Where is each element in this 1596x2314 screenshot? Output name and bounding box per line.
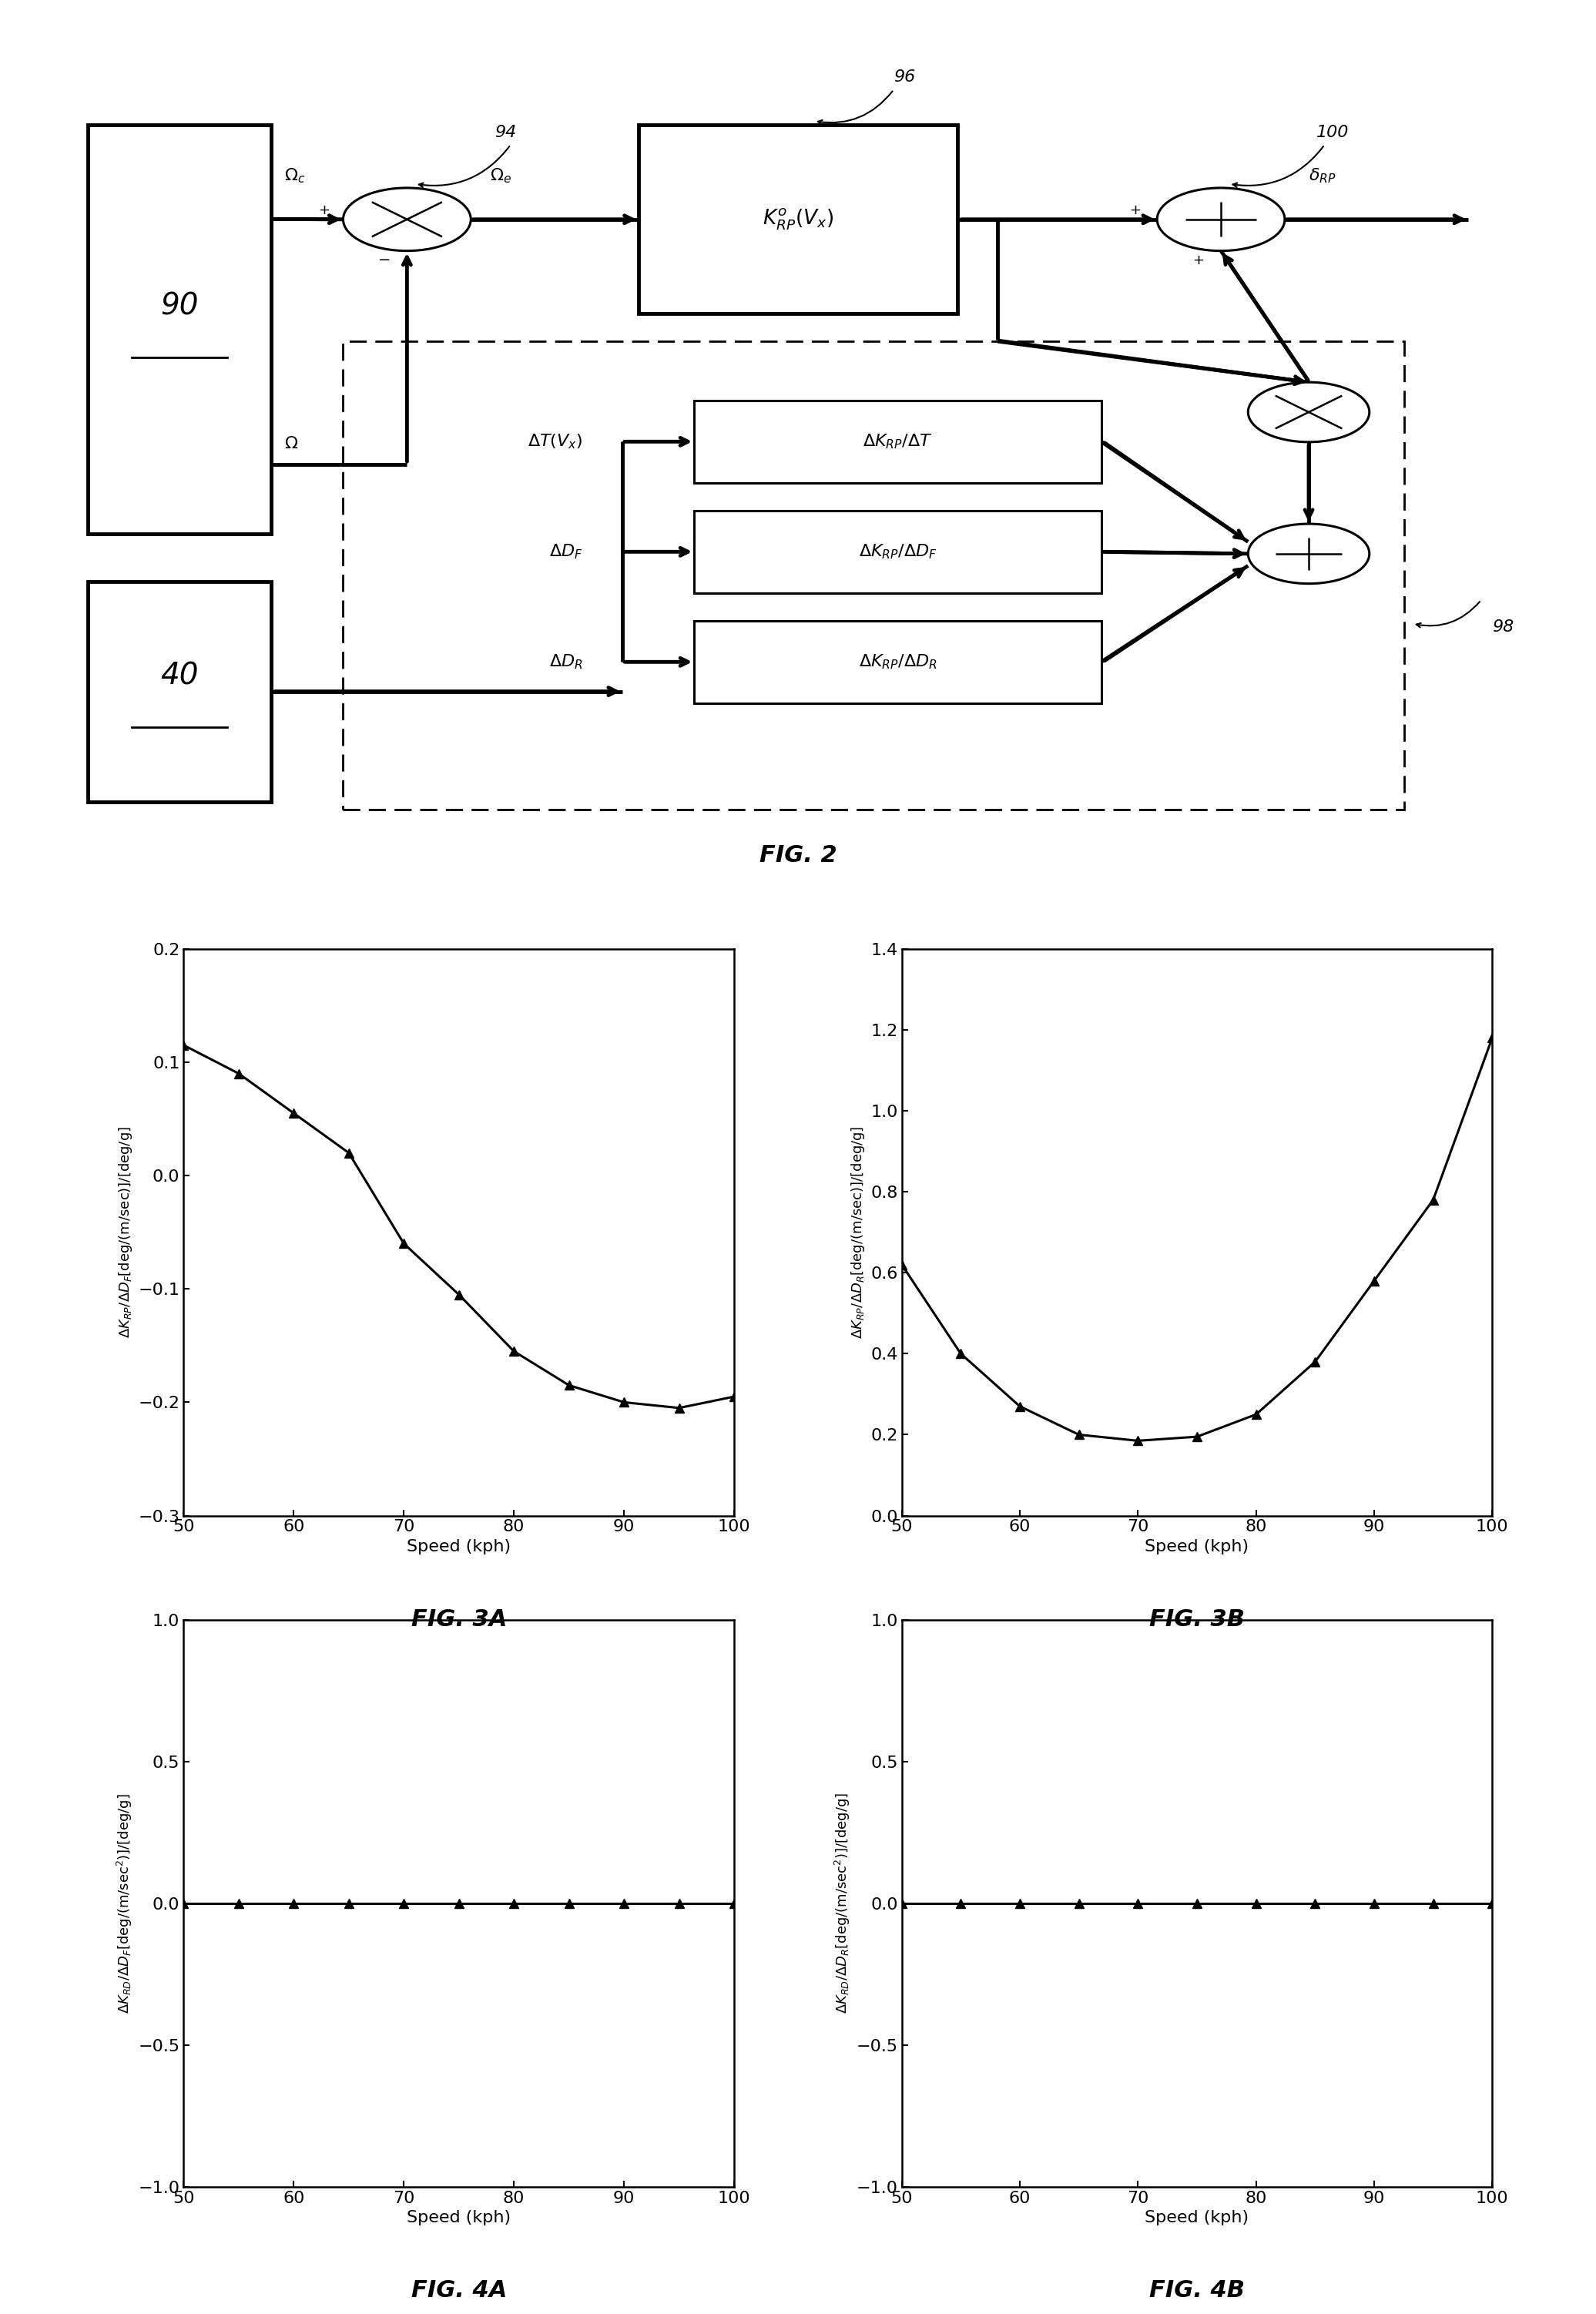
Y-axis label: $\Delta K_{RD}/\Delta D_F$[deg/(m/sec$^2$)]/[deg/g]: $\Delta K_{RD}/\Delta D_F$[deg/(m/sec$^2… [115,1793,134,2013]
X-axis label: Speed (kph): Speed (kph) [407,1539,511,1555]
Text: $K^o_{RP}(V_x)$: $K^o_{RP}(V_x)$ [763,206,833,231]
Text: 98: 98 [1492,620,1515,634]
Text: $\Omega_c$: $\Omega_c$ [284,167,305,185]
Y-axis label: $\Delta K_{RP}/\Delta D_F$[deg/(m/sec)]/[deg/g]: $\Delta K_{RP}/\Delta D_F$[deg/(m/sec)]/… [117,1127,134,1337]
Y-axis label: $\Delta K_{RD}/\Delta D_R$[deg/(m/sec$^2$)]/[deg/g]: $\Delta K_{RD}/\Delta D_R$[deg/(m/sec$^2… [833,1793,852,2013]
Text: FIG. 4B: FIG. 4B [1149,2279,1245,2302]
Circle shape [1157,187,1285,250]
Text: FIG. 3B: FIG. 3B [1149,1608,1245,1631]
X-axis label: Speed (kph): Speed (kph) [1144,2210,1250,2226]
Text: $\Delta T(V_x)$: $\Delta T(V_x)$ [528,433,583,451]
Bar [694,620,1101,703]
Text: $\Omega$: $\Omega$ [284,437,298,451]
X-axis label: Speed (kph): Speed (kph) [1144,1539,1250,1555]
Bar [88,125,271,535]
Text: $\Delta K_{RP}/\Delta T$: $\Delta K_{RP}/\Delta T$ [863,433,932,451]
Text: +: + [1128,204,1141,218]
Text: FIG. 3A: FIG. 3A [410,1608,508,1631]
Text: $\Delta D_F$: $\Delta D_F$ [549,544,583,560]
Text: $\delta_{RP}$: $\delta_{RP}$ [1309,167,1336,185]
Text: +: + [318,204,330,218]
Bar [694,400,1101,484]
Text: $\Delta K_{RP}/\Delta D_F$: $\Delta K_{RP}/\Delta D_F$ [859,544,937,560]
Bar [343,340,1404,810]
Text: $\Delta D_R$: $\Delta D_R$ [549,653,583,671]
Text: 90: 90 [161,292,198,322]
Text: 100: 100 [1317,125,1349,139]
Bar [88,581,271,801]
Circle shape [343,187,471,250]
Text: FIG. 4A: FIG. 4A [410,2279,508,2302]
Text: $\Omega_e$: $\Omega_e$ [490,167,512,185]
Text: 94: 94 [495,125,517,139]
Text: FIG. 2: FIG. 2 [760,845,836,868]
Text: 96: 96 [894,69,916,86]
Circle shape [1248,523,1369,583]
Y-axis label: $\Delta K_{RP}/\Delta D_R$[deg/(m/sec)]/[deg/g]: $\Delta K_{RP}/\Delta D_R$[deg/(m/sec)]/… [849,1125,867,1340]
Bar [694,511,1101,592]
X-axis label: Speed (kph): Speed (kph) [407,2210,511,2226]
Circle shape [1248,382,1369,442]
Bar [638,125,958,315]
Text: +: + [1192,252,1205,266]
Text: −: − [378,252,391,268]
Text: $\Delta K_{RP}/\Delta D_R$: $\Delta K_{RP}/\Delta D_R$ [859,653,937,671]
Text: 40: 40 [161,662,198,690]
